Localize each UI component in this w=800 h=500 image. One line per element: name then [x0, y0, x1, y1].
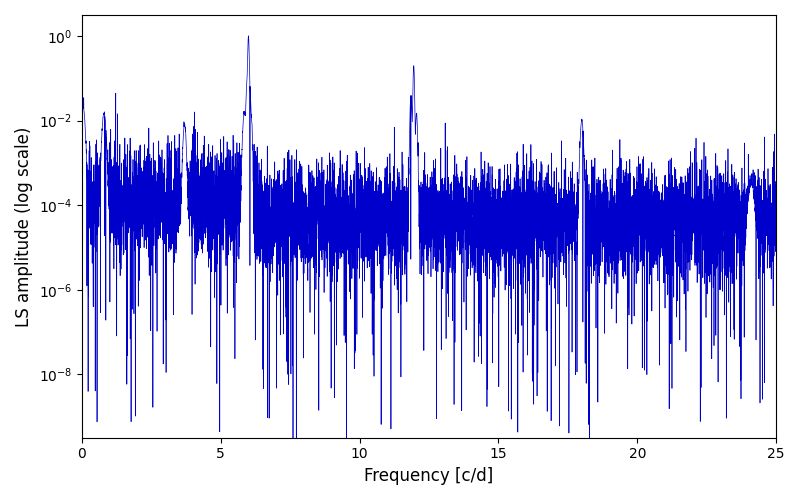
X-axis label: Frequency [c/d]: Frequency [c/d]: [364, 467, 494, 485]
Y-axis label: LS amplitude (log scale): LS amplitude (log scale): [15, 126, 33, 326]
